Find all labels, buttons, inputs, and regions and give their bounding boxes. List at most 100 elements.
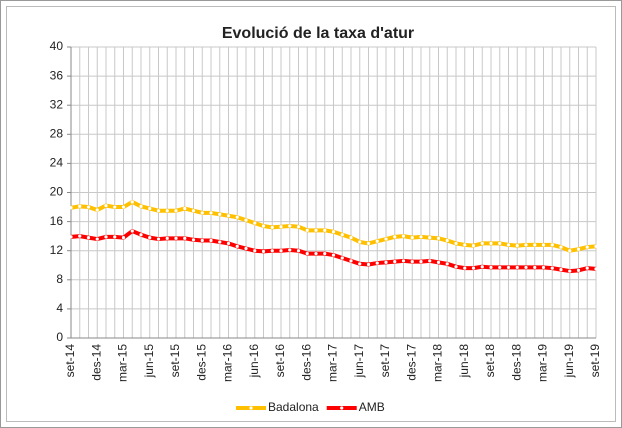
chart-title: Evolució de la taxa d'atur — [222, 25, 414, 42]
x-tick-label: des-17 — [404, 344, 418, 381]
point — [165, 209, 169, 213]
x-tick-label: set-14 — [63, 344, 77, 378]
point — [279, 249, 283, 253]
x-tick-label: set-16 — [273, 344, 287, 378]
point — [410, 236, 414, 240]
point — [235, 215, 239, 219]
point — [191, 238, 196, 242]
point — [576, 268, 581, 272]
point — [323, 252, 327, 256]
point — [515, 265, 519, 270]
point — [366, 241, 371, 246]
point — [69, 235, 73, 239]
point — [104, 203, 108, 208]
x-tick-label: jun-16 — [247, 344, 261, 379]
point — [244, 246, 248, 251]
x-tick-label: jun-15 — [142, 344, 156, 379]
x-tick-label: des-15 — [194, 344, 208, 381]
point — [594, 244, 598, 248]
point — [349, 236, 353, 240]
point — [191, 209, 196, 213]
point — [148, 236, 152, 240]
point — [314, 228, 318, 232]
point — [498, 241, 502, 246]
point — [305, 228, 309, 232]
point — [375, 261, 379, 265]
point — [550, 266, 554, 270]
point — [121, 205, 126, 209]
point — [384, 260, 388, 264]
point — [235, 244, 239, 248]
point — [130, 229, 134, 233]
point — [244, 218, 248, 222]
x-tick-label: jun-19 — [562, 344, 576, 379]
point — [218, 240, 222, 244]
x-tick-label: des-14 — [89, 344, 103, 381]
point — [358, 240, 362, 244]
point — [506, 265, 511, 270]
point — [139, 233, 143, 237]
point — [130, 200, 134, 204]
point — [86, 236, 91, 240]
point — [568, 249, 572, 253]
point — [340, 256, 344, 260]
point — [585, 245, 589, 249]
point — [209, 238, 213, 243]
point — [261, 224, 266, 228]
point — [279, 225, 283, 229]
point — [349, 259, 353, 263]
point — [296, 249, 301, 253]
point — [533, 265, 537, 270]
x-tick-label: mar-17 — [326, 344, 340, 382]
y-tick-label: 40 — [50, 39, 64, 53]
point — [401, 259, 406, 263]
point — [253, 221, 257, 225]
point — [533, 243, 537, 247]
y-tick-label: 4 — [56, 301, 63, 315]
x-tick-label: jun-17 — [352, 344, 366, 379]
point — [261, 249, 266, 254]
x-tick-label: set-15 — [168, 344, 182, 378]
point — [78, 234, 82, 238]
point — [95, 237, 99, 241]
point — [568, 269, 572, 273]
point — [174, 236, 178, 240]
y-tick-label: 28 — [50, 126, 64, 140]
point — [471, 266, 476, 270]
point — [366, 262, 371, 267]
point — [576, 247, 581, 251]
point — [480, 241, 484, 246]
point — [384, 237, 388, 241]
point — [358, 262, 362, 266]
y-tick-label: 12 — [50, 243, 64, 257]
point — [454, 241, 458, 246]
point — [95, 208, 99, 212]
point — [156, 237, 161, 241]
point — [515, 244, 519, 248]
point — [454, 265, 458, 269]
y-tick-label: 0 — [56, 330, 63, 344]
chart-area — [6, 6, 616, 422]
point — [489, 241, 493, 246]
point — [480, 265, 484, 269]
point — [594, 267, 598, 271]
point — [113, 235, 117, 239]
point — [69, 206, 73, 210]
point — [463, 266, 467, 270]
point — [393, 260, 397, 264]
point — [218, 212, 222, 216]
point — [270, 249, 274, 253]
x-tick-label: des-16 — [299, 344, 313, 381]
point — [78, 204, 82, 208]
point — [375, 239, 379, 243]
legend-label: AMB — [359, 400, 385, 414]
point — [305, 252, 309, 256]
point — [174, 209, 178, 213]
x-tick-label: set-19 — [588, 344, 602, 378]
point — [428, 236, 432, 240]
point — [419, 260, 423, 264]
point — [139, 204, 143, 208]
point — [296, 225, 301, 229]
